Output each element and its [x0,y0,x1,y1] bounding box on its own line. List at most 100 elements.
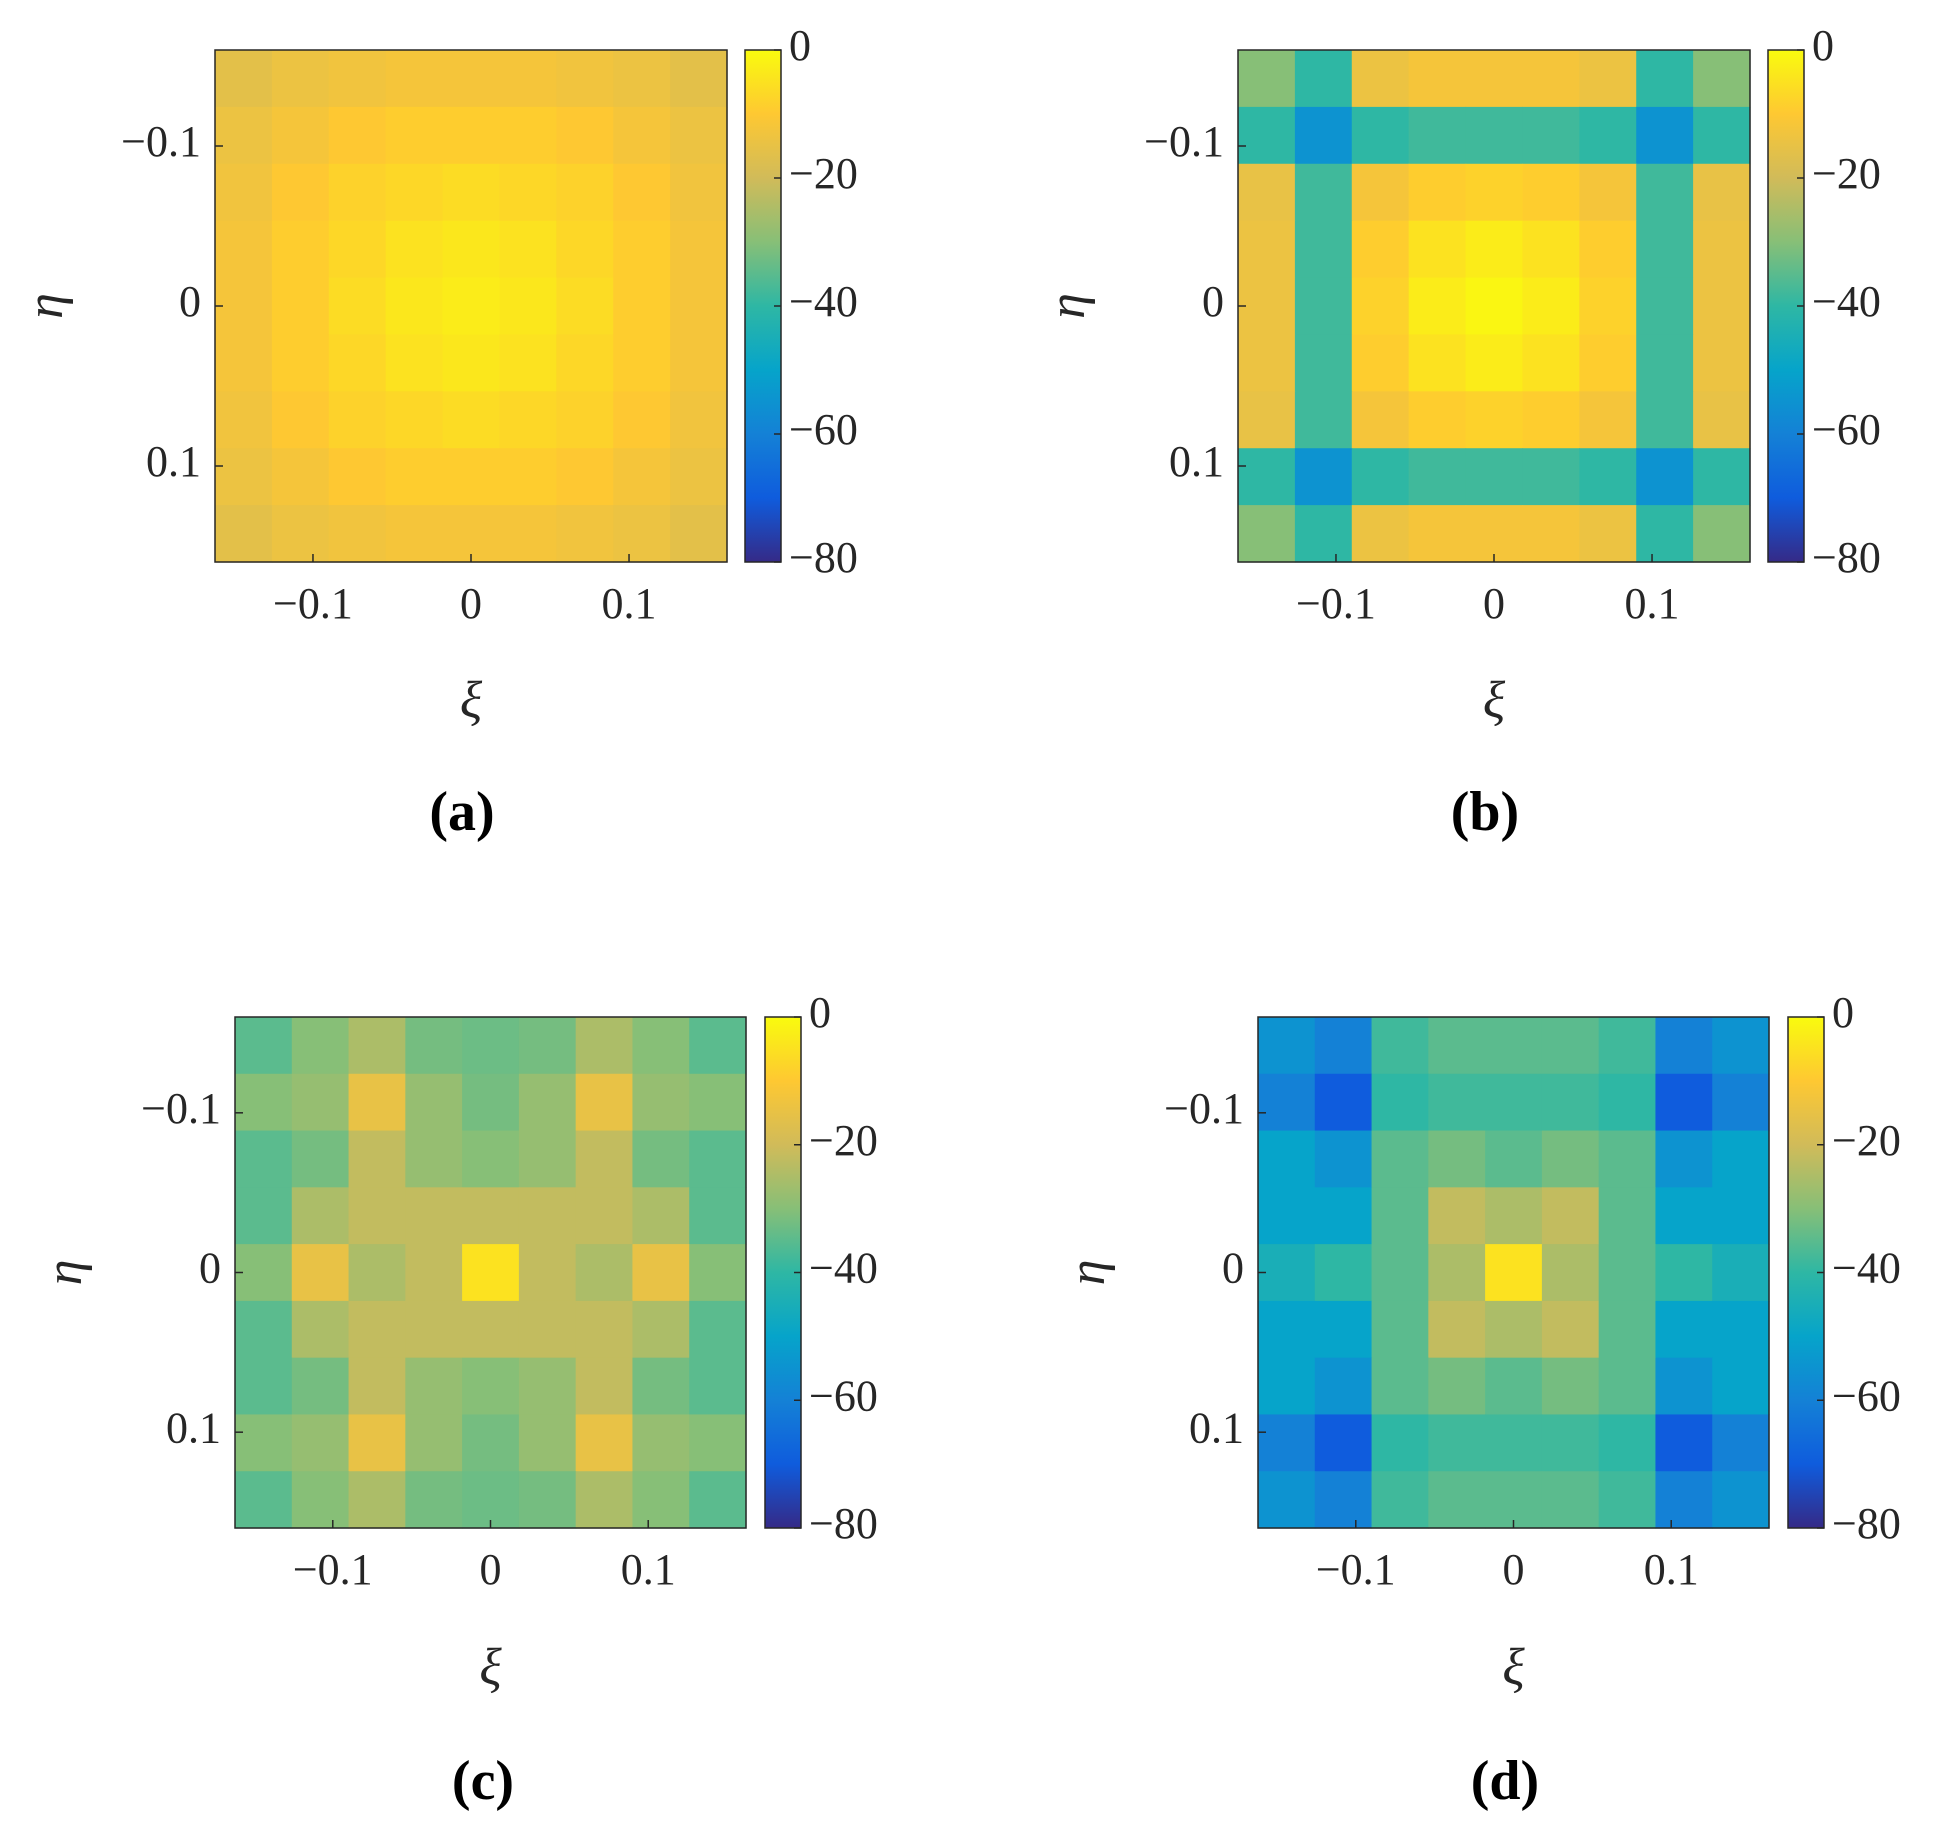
colorbar-tick-label: −60 [809,1371,878,1420]
heat-cell [1636,334,1694,392]
heat-cell [1351,334,1410,392]
heat-cell [1579,163,1637,222]
heat-cell [1636,505,1694,563]
heat-cell [1636,163,1694,222]
heat-cell [385,50,444,108]
heat-cell [442,220,501,279]
heat-cell [1314,1300,1373,1359]
heat-cell [575,1017,634,1075]
heat-cell [1238,505,1296,563]
heat-cell [689,1300,747,1359]
heat-cell [271,163,330,222]
heat-cell [1314,1073,1373,1132]
heat-cell [1485,1244,1543,1302]
colorbar-tick-label: −20 [1832,1116,1901,1165]
colorbar-tick-label: 0 [789,21,811,70]
panel-label: (c) [452,1750,514,1812]
heat-cell [348,1357,406,1416]
heat-cell [442,277,501,336]
heat-cell [1408,505,1467,563]
heat-cell [328,163,387,222]
heat-cell [1314,1017,1373,1075]
x-tick-label: 0 [480,1545,502,1594]
y-tick-label: 0 [199,1244,221,1293]
heat-cell [575,1244,634,1302]
heat-cell [575,1187,634,1245]
heat-cell [1598,1073,1657,1132]
heat-cell [518,1357,577,1416]
heat-cell [575,1414,634,1472]
heat-cell [328,391,387,449]
heat-cell [1541,1414,1600,1472]
colorbar-tick-label: −80 [1832,1499,1901,1548]
heat-cell [670,505,728,563]
heat-cell [1238,220,1296,279]
y-tick-label: −0.1 [1144,117,1224,166]
heat-cell [1408,163,1467,222]
heat-cell [235,1187,293,1245]
heat-cell [1579,334,1637,392]
heat-cell [1655,1300,1713,1359]
heat-cell [689,1414,747,1472]
heat-cell [499,277,557,336]
x-axis-label: ξ [1483,672,1506,729]
heat-cell [1636,448,1694,506]
heat-cell [1371,1357,1429,1416]
heat-cell [1485,1471,1543,1529]
heat-cell [1371,1073,1429,1132]
heat-cell [1712,1300,1770,1359]
heat-cell [556,50,614,108]
heat-cell [1465,448,1524,506]
heat-cell [1598,1471,1657,1529]
heat-cell [328,50,387,108]
heat-cell [1522,163,1580,222]
heat-cell [1465,391,1524,449]
heat-cell [1712,1414,1770,1472]
heat-cell [613,448,671,506]
heat-cell [689,1187,747,1245]
heat-cell [328,505,387,563]
heat-cell [1655,1471,1713,1529]
heat-cell [1258,1073,1316,1132]
heat-cell [462,1357,520,1416]
heat-cell [1465,277,1524,336]
heat-cell [1693,50,1751,108]
heat-cell [1408,334,1467,392]
heat-cell [670,334,728,392]
heat-cell [328,334,387,392]
heat-cell [1314,1471,1373,1529]
heat-cell [1294,50,1353,108]
heat-cell [613,334,671,392]
heat-cell [1238,50,1296,108]
heat-cell [215,334,273,392]
heat-cell [442,106,501,165]
y-axis-label: η [1059,1260,1116,1286]
heat-cell [405,1073,463,1132]
heat-cell [348,1017,406,1075]
heat-cell [1465,106,1524,165]
heat-cell [556,334,614,392]
heat-cell [1636,277,1694,336]
colorbar-tick-label: −60 [1812,405,1881,454]
panel-label: (b) [1451,781,1519,843]
heat-cell [689,1017,747,1075]
heat-cell [670,277,728,336]
heat-cell [518,1300,577,1359]
heat-cell [556,505,614,563]
heat-cell [1351,277,1410,336]
heat-cell [1693,334,1751,392]
heat-cell [1655,1187,1713,1245]
x-tick-label: 0 [1483,579,1505,628]
heat-cell [1693,448,1751,506]
heat-cell [1522,448,1580,506]
heat-cell [1428,1414,1486,1472]
heat-cell [499,448,557,506]
panel-label: (d) [1471,1750,1539,1812]
heat-cell [1314,1414,1373,1472]
y-tick-label: −0.1 [1164,1084,1244,1133]
heat-cell [1408,50,1467,108]
heat-cell [1351,106,1410,165]
heat-cell [613,50,671,108]
heat-cell [1598,1187,1657,1245]
colorbar-tick-label: −40 [1812,277,1881,326]
